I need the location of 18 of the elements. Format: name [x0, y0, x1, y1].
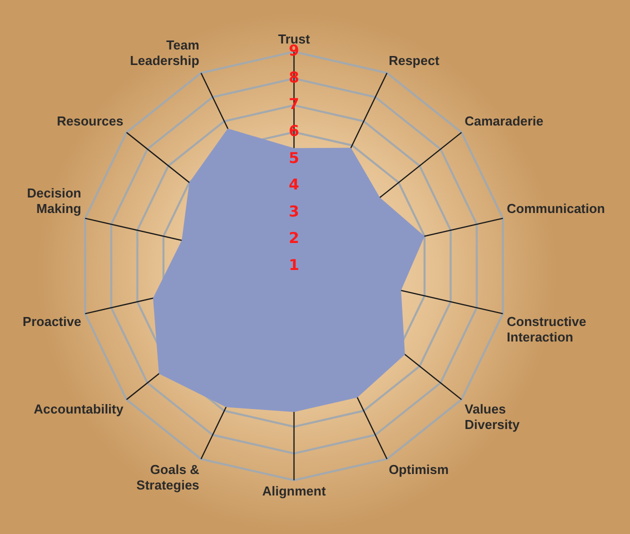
spoke-label: Respect [388, 53, 440, 68]
spoke-label: Alignment [262, 484, 326, 499]
spoke-label: Constructive Interaction [506, 314, 586, 345]
y-tick-label: 5 [288, 148, 300, 167]
spoke-label: Team Leadership [130, 38, 200, 68]
spoke-label: Resources [56, 114, 124, 129]
spoke-label: Camaraderie [464, 114, 544, 129]
spoke-label: Values Diversity [464, 401, 520, 432]
y-tick-label: 3 [288, 202, 300, 220]
spoke-label: Optimism [388, 462, 449, 478]
spoke-label: Communication [506, 201, 606, 216]
spoke-label: Decision Making [27, 186, 82, 216]
spoke-label: Goals & Strategies [136, 462, 200, 493]
spoke-label: Accountability [34, 401, 124, 416]
y-tick-label: 2 [288, 229, 300, 248]
y-tick-label: 4 [288, 176, 300, 194]
y-tick-label: 1 [288, 256, 300, 274]
spoke-label: Proactive [22, 314, 82, 329]
